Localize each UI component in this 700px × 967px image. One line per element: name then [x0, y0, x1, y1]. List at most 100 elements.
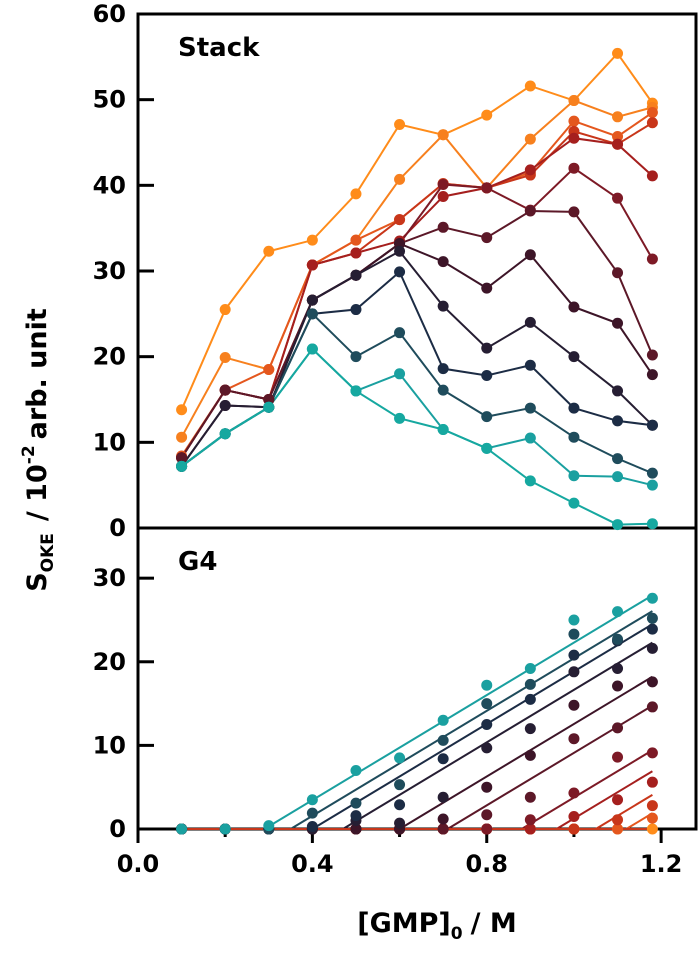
- stack-point: [524, 80, 536, 92]
- stack-point: [568, 95, 580, 107]
- g4-point: [612, 606, 624, 618]
- stack-series-line: [180, 347, 653, 526]
- stack-point: [176, 431, 188, 443]
- stack-point: [263, 245, 275, 257]
- g4-point: [263, 820, 275, 832]
- stack-series-line: [180, 250, 654, 467]
- g4-y-ticks: 0 10 20 30: [93, 564, 154, 843]
- stack-point: [350, 304, 362, 316]
- stack-y-tick-label: 40: [93, 171, 126, 199]
- g4-point: [524, 814, 536, 826]
- g4-point: [481, 809, 493, 821]
- x-axis-unit: / M: [471, 908, 517, 939]
- g4-point: [394, 752, 406, 764]
- stack-point: [263, 394, 275, 405]
- stack-point: [306, 343, 318, 355]
- g4-point: [612, 814, 624, 826]
- stack-point: [646, 349, 658, 361]
- g4-point: [568, 810, 580, 822]
- g4-point: [524, 791, 536, 803]
- stack-point: [612, 267, 624, 279]
- stack-point: [568, 431, 580, 443]
- g4-point: [568, 699, 580, 711]
- g4-point: [524, 749, 536, 761]
- stack-point: [612, 192, 624, 204]
- stack-y-tick-label: 10: [93, 428, 126, 456]
- g4-y-tick-label: 30: [93, 564, 126, 592]
- stack-point: [612, 317, 624, 329]
- stack-point: [437, 423, 449, 435]
- stack-point: [176, 452, 188, 464]
- g4-point: [437, 791, 449, 803]
- stack-point: [350, 247, 362, 259]
- x-axis-title: [GMP]0 / M: [357, 908, 516, 944]
- stack-point: [524, 316, 536, 328]
- g4-point: [176, 823, 188, 835]
- stack-point: [350, 234, 362, 246]
- stack-y-tick-label: 0: [109, 514, 126, 542]
- stack-point: [437, 129, 449, 141]
- stack-point: [394, 368, 406, 380]
- stack-point: [568, 115, 580, 127]
- stack-point: [524, 402, 536, 414]
- g4-point: [646, 823, 658, 835]
- stack-point: [394, 173, 406, 185]
- g4-point: [394, 817, 406, 829]
- stack-point: [481, 370, 493, 382]
- stack-point: [524, 205, 536, 217]
- stack-point: [524, 133, 536, 145]
- stack-point: [646, 117, 658, 129]
- g4-point: [350, 823, 362, 835]
- g4-point: [350, 810, 362, 822]
- g4-point: [646, 642, 658, 654]
- stack-point: [306, 234, 318, 246]
- stack-point: [437, 384, 449, 396]
- x-tick-label: 1.2: [640, 850, 683, 878]
- stack-point: [524, 475, 536, 487]
- g4-fit-line: [595, 794, 653, 830]
- stack-point: [176, 404, 188, 416]
- g4-point: [568, 614, 580, 626]
- g4-series-layer: [176, 592, 658, 835]
- stack-point: [219, 384, 231, 396]
- g4-fit-line: [290, 610, 653, 830]
- g4-point: [568, 787, 580, 799]
- x-tick-label: 0.0: [117, 850, 160, 878]
- stack-point: [568, 162, 580, 174]
- stack-point: [612, 111, 624, 123]
- stack-point: [219, 352, 231, 364]
- stack-point: [646, 518, 658, 530]
- stack-point: [350, 188, 362, 200]
- g4-point: [568, 733, 580, 745]
- g4-point: [481, 679, 493, 691]
- y-axis-title: SOKE / 10-2 arb. unit: [19, 308, 58, 592]
- stack-series-line: [180, 51, 654, 411]
- g4-point: [481, 742, 493, 754]
- stack-point: [612, 471, 624, 483]
- y-axis-unit-suffix: arb. unit: [22, 308, 53, 439]
- g4-point: [612, 794, 624, 806]
- stack-point: [394, 266, 406, 278]
- g4-point: [394, 779, 406, 791]
- stack-point: [219, 428, 231, 440]
- g4-point: [306, 794, 318, 806]
- g4-point: [612, 662, 624, 674]
- stack-y-tick-label: 60: [93, 0, 126, 28]
- g4-point: [646, 812, 658, 824]
- g4-point: [524, 678, 536, 690]
- g4-y-tick-label: 10: [93, 731, 126, 759]
- g4-point: [568, 823, 580, 835]
- g4-y-tick-label: 20: [93, 648, 126, 676]
- g4-fit-line: [263, 594, 653, 830]
- stack-point: [350, 385, 362, 397]
- g4-point: [219, 823, 231, 835]
- y-axis-unit-prefix: / 10: [22, 464, 53, 521]
- g4-panel-label: G4: [178, 547, 217, 577]
- stack-point: [524, 432, 536, 444]
- stack-point: [263, 364, 275, 376]
- g4-point: [437, 823, 449, 835]
- g4-point: [350, 797, 362, 809]
- stack-point: [437, 256, 449, 268]
- stack-point: [568, 301, 580, 313]
